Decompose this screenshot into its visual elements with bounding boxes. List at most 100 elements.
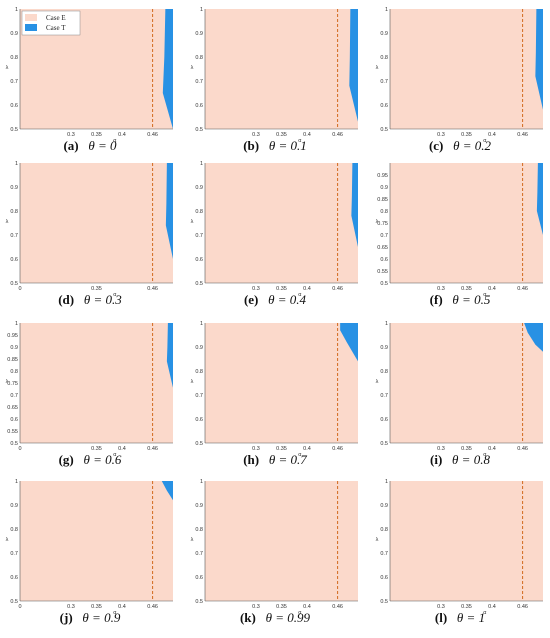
x-axis-label: α (298, 292, 302, 298)
y-tick-label: 0.5 (380, 281, 388, 287)
y-tick-label: 0.5 (380, 599, 388, 605)
x-axis-label: α (298, 610, 302, 616)
x-axis-label: α (113, 452, 117, 458)
y-tick-label: 0.5 (195, 281, 203, 287)
y-tick-label: 0.9 (380, 503, 388, 509)
x-tick-label: 0.4 (488, 286, 496, 292)
subplot-letter: (i) (430, 452, 443, 467)
legend-label: Case E (46, 14, 66, 22)
case-t-region (162, 9, 173, 129)
theta-value: θ = 0.2 (449, 138, 492, 153)
y-axis-label: λ (191, 537, 194, 543)
case-t-region (535, 9, 543, 110)
x-tick-label: 0.35 (91, 604, 102, 610)
y-tick-label: 0.5 (10, 441, 18, 447)
case-t-region (536, 163, 543, 235)
x-tick-label: 0.4 (303, 604, 311, 610)
y-tick-label: 0.6 (10, 417, 18, 423)
subplot-svg: 0.5 0.6 0.7 0.8 0.9 1 0 0.3 0.35 0.4 0.46 α λ (6, 479, 173, 616)
y-tick-label: 0.9 (10, 185, 18, 191)
y-axis-label: λ (191, 65, 194, 71)
subplot-caption: (l) θ = 1 (375, 610, 545, 626)
y-axis-label: λ (376, 379, 379, 385)
case-t-region (351, 163, 358, 247)
subplot-letter: (g) (58, 452, 74, 467)
y-tick-label: 0.9 (195, 345, 203, 351)
subplot-caption: (c) θ = 0.2 (375, 138, 545, 154)
y-tick-label: 1 (385, 7, 388, 13)
theta-value: θ = 0.9 (79, 610, 121, 625)
x-tick-label: 0 (18, 604, 21, 610)
case-e-region (205, 163, 358, 283)
case-e-region (390, 9, 543, 129)
subplot-letter: (f) (429, 292, 443, 307)
subplot: 0.5 0.6 0.7 0.8 0.9 1 0.3 0.35 0.4 0.46 α λ (l) θ = … (375, 478, 545, 630)
x-axis-label: α (483, 610, 487, 616)
y-tick-label: 0.85 (377, 197, 388, 203)
subplot-caption: (e) θ = 0.4 (190, 292, 360, 308)
x-tick-label: 0.35 (461, 132, 472, 138)
subplot-svg: 0.5 0.6 0.7 0.8 0.9 1 0 0.35 0.46 α λ (6, 161, 173, 298)
subplot-letter: (d) (58, 292, 75, 307)
subplot: 0.5 0.6 0.7 0.8 0.9 1 0.3 0.35 0.4 0.46 α λ (k) θ = … (190, 478, 360, 630)
x-tick-label: 0.35 (461, 286, 472, 292)
subplot-caption: (k) θ = 0.99 (190, 610, 360, 626)
subplot-caption: (h) θ = 0.7 (190, 452, 360, 468)
y-tick-label: 1 (200, 479, 203, 485)
y-tick-label: 1 (15, 321, 18, 327)
y-tick-label: 0.65 (7, 405, 18, 411)
x-tick-label: 0.35 (91, 132, 102, 138)
x-tick-label: 0.4 (118, 604, 126, 610)
x-tick-label: 0.3 (437, 446, 445, 452)
x-tick-label: 0.35 (91, 286, 102, 292)
y-tick-label: 1 (15, 479, 18, 485)
theta-value: θ = 0.6 (80, 452, 122, 467)
x-tick-label: 0.46 (517, 446, 528, 452)
y-tick-label: 0.5 (10, 281, 18, 287)
x-tick-label: 0.4 (118, 132, 126, 138)
theta-value: θ = 0.3 (80, 292, 122, 307)
subplot-caption: (b) θ = 0.1 (190, 138, 360, 154)
x-tick-label: 0.4 (488, 446, 496, 452)
case-e-region (205, 481, 358, 601)
subplot-svg: 0.5 0.6 0.7 0.8 0.9 1 0.3 0.35 0.4 0.46 α λ (191, 161, 358, 298)
y-tick-label: 0.7 (380, 551, 388, 557)
x-tick-label: 0 (18, 286, 21, 292)
x-tick-label: 0.35 (276, 446, 287, 452)
legend-label: Case T (46, 24, 66, 32)
y-tick-label: 0.6 (380, 575, 388, 581)
y-tick-label: 0.9 (380, 185, 388, 191)
x-tick-label: 0.4 (303, 132, 311, 138)
x-tick-label: 0.46 (147, 286, 158, 292)
subplot-caption: (j) θ = 0.9 (5, 610, 175, 626)
x-tick-label: 0.46 (332, 132, 343, 138)
legend-swatch (25, 14, 37, 21)
y-tick-label: 0.9 (10, 31, 18, 37)
legend-swatch (25, 24, 37, 31)
subplot-caption: (g) θ = 0.6 (5, 452, 175, 468)
x-tick-label: 0.4 (118, 446, 126, 452)
theta-value: θ = 1 (453, 610, 486, 625)
y-tick-label: 1 (200, 321, 203, 327)
y-tick-label: 0.8 (380, 209, 388, 215)
y-tick-label: 0.9 (10, 345, 18, 351)
subplot: 0.5 0.6 0.7 0.8 0.9 1 0.3 0.35 0.4 0.46 α λ Case E Ca… (5, 6, 175, 158)
x-tick-label: 0.3 (252, 604, 260, 610)
y-tick-label: 0.5 (10, 127, 18, 133)
y-tick-label: 1 (385, 479, 388, 485)
y-tick-label: 0.8 (195, 55, 203, 61)
subplot-svg: 0.5 0.6 0.7 0.8 0.9 1 0.3 0.35 0.4 0.46 α λ (376, 7, 543, 144)
subplot-svg: 0.5 0.55 0.6 0.65 0.7 0.75 0.8 0.85 0.9 0.95 0.3 0.… (376, 163, 543, 298)
subplot: 0.5 0.6 0.7 0.8 0.9 1 0.3 0.35 0.4 0.46 α λ (b) θ = … (190, 6, 360, 158)
y-axis-label: λ (191, 219, 194, 225)
y-axis-label: λ (376, 219, 379, 225)
y-tick-label: 0.6 (195, 575, 203, 581)
theta-value: θ = 0.4 (264, 292, 307, 307)
x-tick-label: 0.35 (276, 286, 287, 292)
x-tick-label: 0.46 (332, 286, 343, 292)
x-tick-label: 0.4 (488, 604, 496, 610)
subplot-letter: (k) (239, 610, 256, 625)
x-tick-label: 0.46 (147, 446, 158, 452)
y-tick-label: 0.8 (195, 369, 203, 375)
y-tick-label: 0.9 (10, 503, 18, 509)
